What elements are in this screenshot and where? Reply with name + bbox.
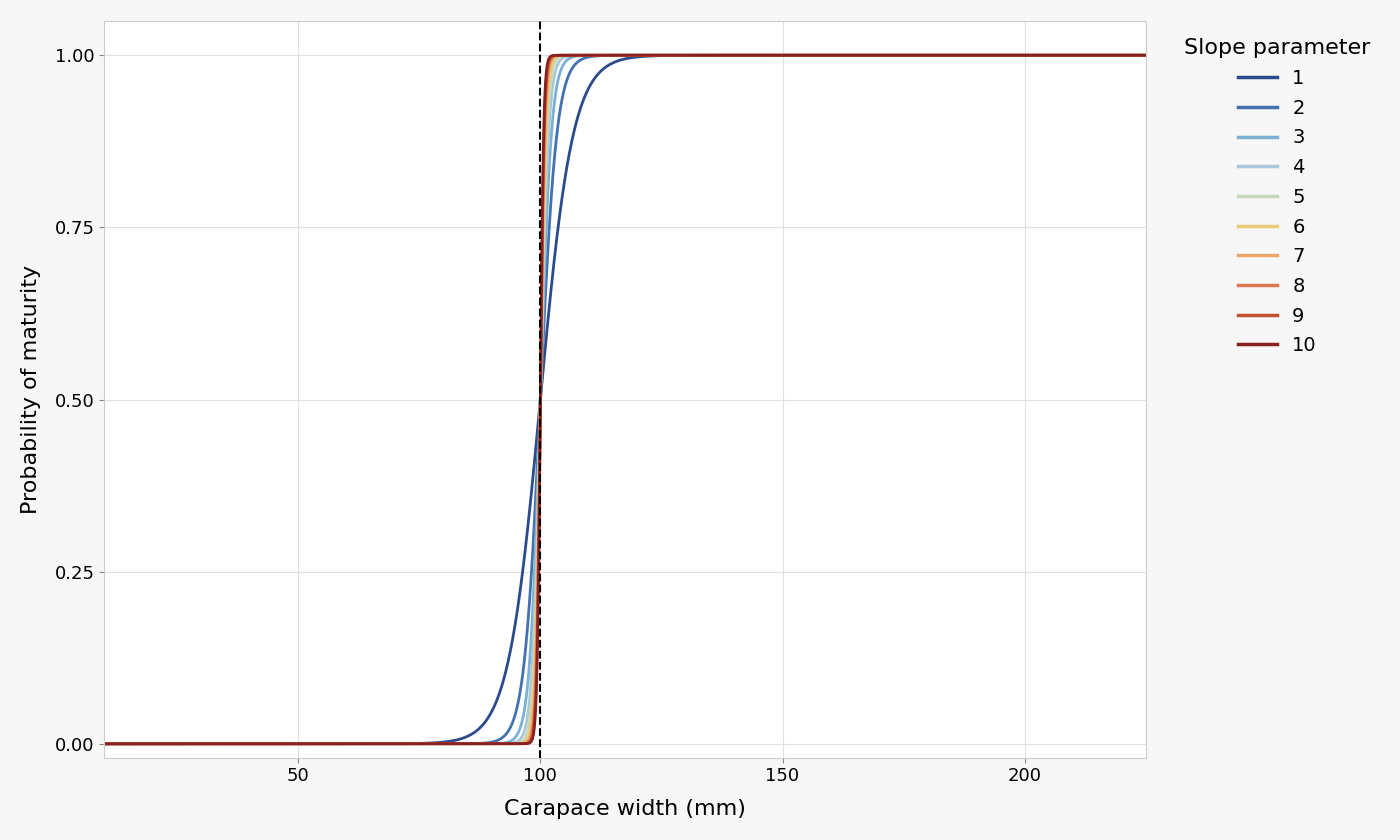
X-axis label: Carapace width (mm): Carapace width (mm) [504, 799, 746, 819]
Y-axis label: Probability of maturity: Probability of maturity [21, 265, 41, 514]
Legend: 1, 2, 3, 4, 5, 6, 7, 8, 9, 10: 1, 2, 3, 4, 5, 6, 7, 8, 9, 10 [1176, 30, 1378, 363]
